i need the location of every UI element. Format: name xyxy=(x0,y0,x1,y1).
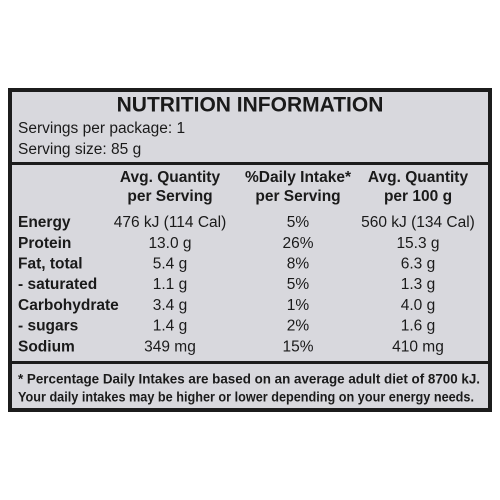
label-panel xyxy=(12,92,488,408)
servings-per-package: Servings per package: 1 xyxy=(18,120,185,137)
nutrient-name: Carbohydrate xyxy=(18,297,119,314)
nutrient-value: 6.3 g xyxy=(401,255,435,272)
column-header: Avg. Quantity xyxy=(120,169,221,186)
nutrient-value: 1.1 g xyxy=(153,276,187,293)
nutrient-value: 1.4 g xyxy=(153,318,187,335)
nutrient-value: 5% xyxy=(287,276,310,293)
nutrient-value: 476 kJ (114 Cal) xyxy=(114,214,227,231)
nutrient-name: Protein xyxy=(18,235,71,252)
nutrient-value: 1.3 g xyxy=(401,276,435,293)
nutrient-value: 5% xyxy=(287,214,310,231)
nutrient-value: 410 mg xyxy=(392,338,444,355)
nutrient-value: 15.3 g xyxy=(396,235,439,252)
nutrient-value: 349 mg xyxy=(144,338,196,355)
nutrient-value: 560 kJ (134 Cal) xyxy=(361,214,475,231)
separator xyxy=(12,361,488,364)
column-header: %Daily Intake* xyxy=(245,169,352,186)
nutrient-value: 5.4 g xyxy=(153,255,187,272)
separator xyxy=(12,162,488,165)
nutrient-value: 3.4 g xyxy=(153,297,187,314)
nutrient-name: Energy xyxy=(18,214,71,231)
serving-size: Serving size: 85 g xyxy=(18,141,141,158)
column-header: Avg. Quantity xyxy=(368,169,469,186)
nutrient-value: 15% xyxy=(282,338,313,355)
nutrient-value: 13.0 g xyxy=(148,235,191,252)
nutrient-value: 4.0 g xyxy=(401,297,435,314)
footnote: Your daily intakes may be higher or lowe… xyxy=(18,390,474,405)
footnote: * Percentage Daily Intakes are based on … xyxy=(18,372,480,387)
nutrient-name: - saturated xyxy=(18,276,97,293)
nutrient-value: 8% xyxy=(287,255,310,272)
nutrient-name: Fat, total xyxy=(18,255,83,272)
column-header: per Serving xyxy=(127,188,212,205)
nutrient-value: 1% xyxy=(287,297,310,314)
nutrient-value: 26% xyxy=(282,235,313,252)
column-header: per Serving xyxy=(255,188,340,205)
column-header: per 100 g xyxy=(384,188,452,205)
nutrient-name: - sugars xyxy=(18,318,78,335)
nutrient-value: 2% xyxy=(287,318,310,335)
nutrient-value: 1.6 g xyxy=(401,318,435,335)
title: NUTRITION INFORMATION xyxy=(117,94,384,117)
nutrient-name: Sodium xyxy=(18,338,75,355)
